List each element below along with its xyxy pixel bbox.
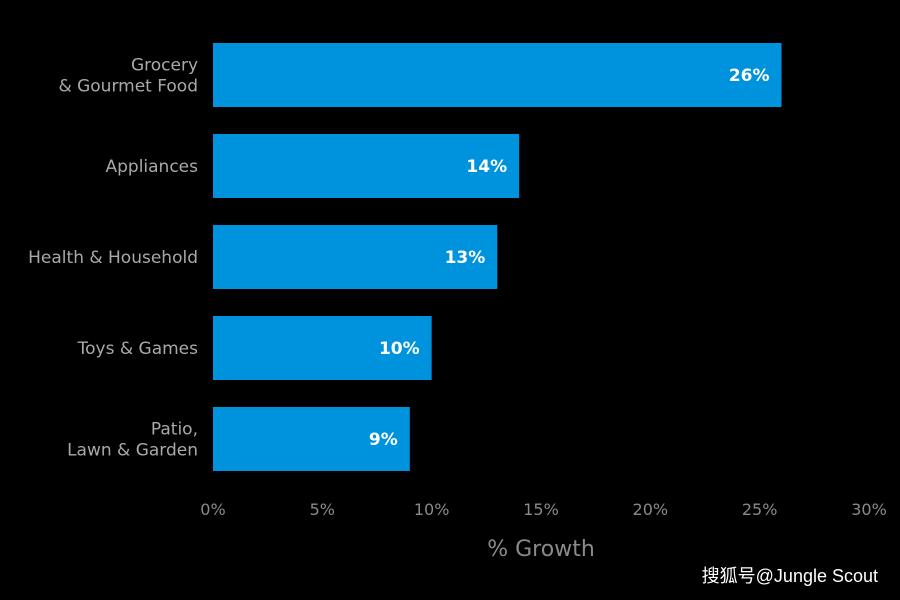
category-label-2: Health & Household <box>28 248 198 268</box>
value-labels-group: 26% 14% 13% 10% 9% <box>369 66 770 450</box>
value-label-3: 10% <box>379 339 420 359</box>
category-labels-group: Grocery & Gourmet Food Appliances Health & … <box>28 56 198 461</box>
value-label-1: 14% <box>466 157 507 177</box>
x-axis-title: % Growth <box>487 537 595 562</box>
category-label-4: Patio, Lawn & Garden <box>67 420 198 461</box>
x-tick-label-1: 5% <box>310 500 335 519</box>
bar-2 <box>213 225 498 289</box>
bars-group <box>213 43 782 471</box>
x-tick-label-3: 15% <box>523 500 559 519</box>
value-label-4: 9% <box>369 430 398 450</box>
bar-4 <box>213 407 410 471</box>
bar-1 <box>213 134 520 198</box>
x-tick-labels-group: 0% 5% 10% 15% 20% 25% 30% <box>200 500 886 519</box>
bar-0 <box>213 43 782 107</box>
watermark-text: 搜狐号@Jungle Scout <box>701 566 878 586</box>
value-label-2: 13% <box>445 248 486 268</box>
x-tick-label-2: 10% <box>414 500 450 519</box>
bar-3 <box>213 316 432 380</box>
category-label-3: Toys & Games <box>77 339 198 359</box>
x-tick-label-5: 25% <box>742 500 778 519</box>
category-label-0: Grocery & Gourmet Food <box>58 56 198 97</box>
x-tick-label-6: 30% <box>851 500 887 519</box>
x-tick-label-4: 20% <box>633 500 669 519</box>
value-label-0: 26% <box>729 66 770 86</box>
x-tick-label-0: 0% <box>200 500 225 519</box>
category-label-1: Appliances <box>105 157 198 177</box>
